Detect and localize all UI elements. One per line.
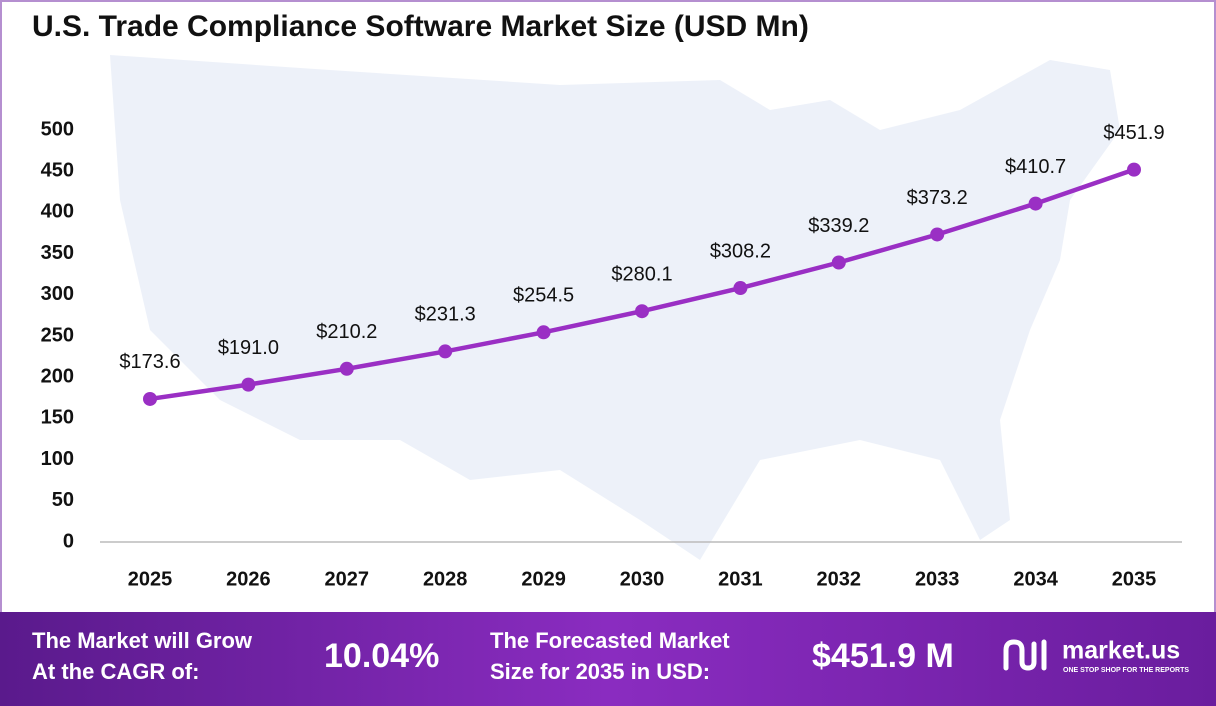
data-label: $191.0 (218, 337, 279, 359)
map-background (110, 55, 1120, 560)
data-label: $254.5 (513, 285, 574, 307)
x-tick-label: 2031 (718, 568, 763, 590)
data-point (831, 255, 846, 270)
data-point (339, 361, 354, 376)
y-tick-label: 100 (41, 448, 74, 470)
data-point (635, 304, 649, 319)
data-label: $173.6 (119, 351, 180, 373)
cagr-value: 10.04% (324, 637, 439, 675)
y-tick-label: 350 (41, 242, 74, 264)
cagr-label: The Market will Grow (32, 628, 253, 653)
data-label: $339.2 (808, 215, 869, 237)
y-tick-label: 150 (41, 407, 74, 429)
y-tick-label: 450 (41, 159, 74, 181)
y-tick-label: 500 (41, 118, 74, 140)
data-point (1127, 162, 1141, 177)
y-tick-label: 300 (41, 283, 74, 305)
x-tick-label: 2033 (915, 568, 960, 590)
data-label: $451.9 (1103, 122, 1164, 144)
data-label: $410.7 (1005, 156, 1066, 178)
forecast-label: The Forecasted Market (490, 628, 730, 653)
x-tick-label: 2028 (423, 568, 468, 590)
x-tick-label: 2029 (521, 568, 566, 590)
data-label: $308.2 (710, 240, 771, 262)
data-label: $280.1 (611, 263, 672, 285)
x-tick-label: 2030 (620, 568, 665, 590)
x-tick-label: 2034 (1013, 568, 1058, 590)
data-point (143, 391, 157, 406)
x-tick-label: 2026 (226, 568, 271, 590)
x-tick-label: 2035 (1112, 568, 1157, 590)
y-tick-label: 0 (63, 530, 74, 552)
y-tick-label: 250 (41, 324, 74, 346)
footer-band (0, 612, 1216, 706)
data-point (930, 227, 945, 242)
data-point (1028, 196, 1043, 211)
forecast-value: $451.9 M (812, 637, 954, 675)
data-point (438, 344, 453, 359)
brand-name: market.us (1062, 637, 1180, 665)
brand-tagline: ONE STOP SHOP FOR THE REPORTS (1063, 667, 1189, 674)
chart-title: U.S. Trade Compliance Software Market Si… (32, 10, 809, 43)
data-point (733, 281, 748, 296)
data-label: $231.3 (415, 304, 476, 326)
y-tick-label: 50 (52, 489, 74, 511)
y-tick-label: 400 (41, 201, 74, 223)
cagr-label: At the CAGR of: (32, 659, 199, 684)
x-tick-label: 2027 (325, 568, 370, 590)
x-tick-label: 2032 (817, 568, 862, 590)
x-tick-label: 2025 (128, 568, 173, 590)
y-tick-label: 200 (41, 365, 74, 387)
forecast-label: Size for 2035 in USD: (490, 659, 710, 684)
data-point (536, 325, 551, 340)
data-label: $373.2 (907, 187, 968, 209)
brand-logo (1003, 639, 1047, 671)
data-point (241, 377, 256, 392)
data-label: $210.2 (316, 321, 377, 343)
